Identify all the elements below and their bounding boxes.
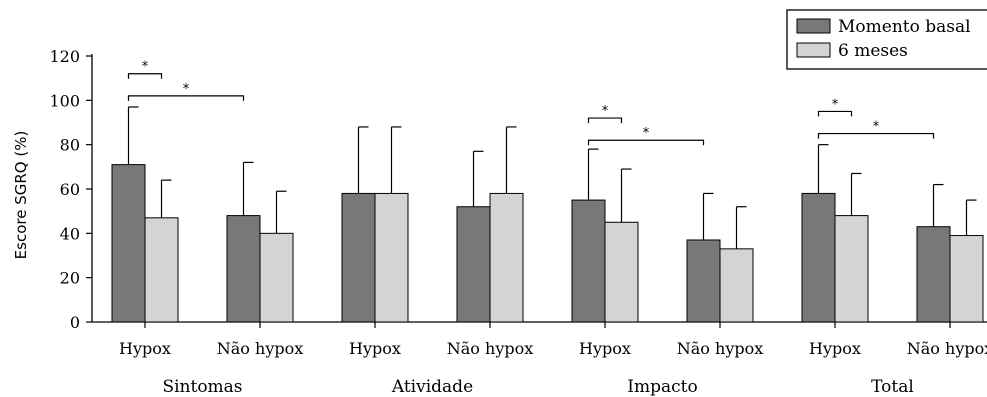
x-tick-labels: Hypox Não hypox Hypox Não hypox Hypox Não hyp… [119, 339, 987, 358]
bar-momento-basal [111, 164, 146, 323]
significance-star: * [643, 126, 650, 141]
significance-star: * [873, 120, 880, 135]
y-tick-label: 0 [70, 313, 80, 332]
bar-momento-basal [226, 215, 261, 323]
legend-label: Momento basal [838, 17, 971, 37]
significance-star: * [602, 104, 609, 119]
significance-bracket [587, 117, 623, 124]
x-tick-label: Hypox [809, 339, 861, 358]
y-tick-label: 40 [60, 224, 80, 243]
significance-bracket [817, 132, 935, 139]
y-tick-label: 80 [60, 136, 80, 155]
y-tick-label: 120 [49, 47, 80, 66]
bar-momento-basal [456, 206, 491, 323]
x-tick-label: Hypox [119, 339, 171, 358]
bar-6-meses [604, 221, 639, 323]
bars [111, 164, 984, 323]
y-tick-label: 20 [60, 269, 80, 288]
significance-star: * [832, 97, 839, 112]
x-tick-label: Não hypox [447, 339, 534, 358]
significance-bracket [127, 73, 163, 79]
bar-momento-basal [916, 226, 951, 323]
group-label: Atividade [391, 377, 473, 397]
significance-star: * [142, 60, 149, 75]
y-tick-label: 60 [60, 180, 80, 199]
bar-momento-basal [801, 192, 836, 323]
y-tick-label: 100 [49, 91, 80, 110]
significance-star: * [183, 82, 190, 97]
x-tick-label: Não hypox [907, 339, 987, 358]
legend-label: 6 meses [838, 41, 908, 61]
group-label: Impacto [627, 377, 697, 397]
x-tick-label: Hypox [349, 339, 401, 358]
group-label: Sintomas [162, 377, 242, 397]
significance-bracket [127, 95, 245, 101]
bar-momento-basal [341, 192, 376, 323]
bar-6-meses [949, 235, 984, 323]
bar-6-meses [489, 192, 524, 323]
error-bars [127, 106, 977, 249]
significance-bracket [817, 110, 853, 117]
significance-bracket [587, 139, 705, 146]
bar-6-meses [259, 232, 294, 323]
x-tick-label: Não hypox [677, 339, 764, 358]
bar-6-meses [144, 217, 179, 323]
bar-6-meses [374, 192, 409, 323]
bar-momento-basal [686, 239, 721, 323]
x-tick-label: Não hypox [217, 339, 304, 358]
y-axis-label: Escore SGRQ (%) [12, 131, 30, 260]
x-tick-label: Hypox [579, 339, 631, 358]
bar-6-meses [719, 248, 754, 323]
significance-brackets: * * * * * * [127, 60, 935, 146]
group-labels: Sintomas Atividade Impacto Total [162, 377, 913, 397]
legend-swatch [796, 18, 831, 34]
legend: Momento basal 6 meses [786, 9, 987, 70]
bar-momento-basal [571, 199, 606, 323]
legend-swatch [796, 42, 831, 58]
group-label: Total [871, 377, 914, 397]
bar-6-meses [834, 215, 869, 323]
